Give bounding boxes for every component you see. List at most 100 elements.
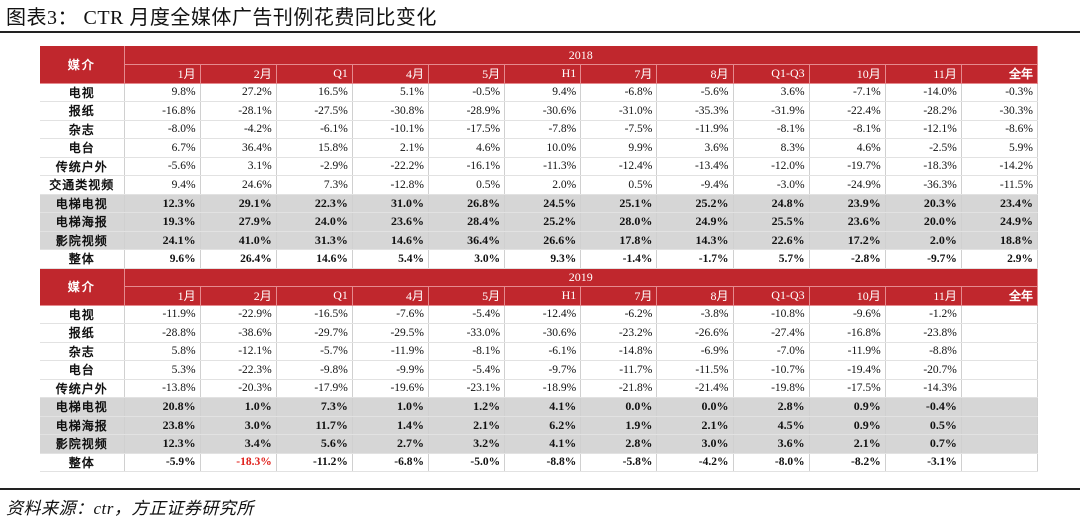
value-cell: -8.2% xyxy=(809,453,886,472)
table-row: 报纸 -28.8% -38.6% -29.7% -29.5% -33.0% -30.6% -2… xyxy=(40,323,1039,343)
table-row: 传统户外 -5.6% 3.1% -2.9% -22.2% -16.1% -11.3% -12.… xyxy=(40,157,1039,176)
value-cell xyxy=(961,360,1039,380)
value-cell: -6.9% xyxy=(656,342,734,361)
value-cell: -8.1% xyxy=(428,342,506,361)
media-name: 报纸 xyxy=(40,101,125,121)
value-cell: 5.6% xyxy=(276,434,353,454)
table-row: 影院视频 12.3% 3.4% 5.6% 2.7% 3.2% 4.1% 2.8% 3.0% 3.6… xyxy=(40,434,1039,454)
value-cell xyxy=(961,453,1039,472)
media-name: 电视 xyxy=(40,305,125,324)
value-cell: 5.4% xyxy=(352,249,430,269)
value-cell: 24.9% xyxy=(656,212,734,232)
value-cell: -29.7% xyxy=(276,323,353,343)
value-cell: 3.0% xyxy=(200,416,277,435)
value-cell: -4.2% xyxy=(200,120,277,139)
value-cell: -16.1% xyxy=(428,157,506,176)
value-cell: -9.9% xyxy=(352,360,430,380)
value-cell: 5.8% xyxy=(124,342,201,361)
value-cell: 27.9% xyxy=(200,212,277,232)
value-cell: 20.8% xyxy=(124,397,201,417)
value-cell: -30.6% xyxy=(504,101,582,121)
value-cell: -31.0% xyxy=(580,101,658,121)
column-header: Q1 xyxy=(276,286,353,306)
figure-title: 图表3： CTR 月度全媒体广告刊例花费同比变化 xyxy=(6,7,437,29)
media-name: 传统户外 xyxy=(40,379,125,398)
value-cell: 17.8% xyxy=(580,231,658,250)
value-cell: -35.3% xyxy=(656,101,734,121)
value-cell: -6.1% xyxy=(504,342,582,361)
value-cell: -12.4% xyxy=(580,157,658,176)
value-cell: -2.8% xyxy=(809,249,886,269)
value-cell: -28.8% xyxy=(124,323,201,343)
value-cell: -10.1% xyxy=(352,120,430,139)
column-header: 4月 xyxy=(352,286,430,306)
column-header: 全年 xyxy=(961,64,1039,84)
value-cell: 7.3% xyxy=(276,175,353,195)
value-cell: -3.8% xyxy=(656,305,734,324)
column-header: 2月 xyxy=(200,286,277,306)
media-header: 媒介 xyxy=(40,46,125,84)
column-header: 11月 xyxy=(885,64,962,84)
value-cell: -8.0% xyxy=(124,120,201,139)
column-header: 7月 xyxy=(580,286,658,306)
value-cell: -22.3% xyxy=(200,360,277,380)
column-header: 10月 xyxy=(809,64,886,84)
value-cell: 25.1% xyxy=(580,194,658,213)
media-name: 整体 xyxy=(40,249,125,269)
value-cell: 41.0% xyxy=(200,231,277,250)
value-cell: -11.5% xyxy=(656,360,734,380)
media-name: 传统户外 xyxy=(40,157,125,176)
column-header: 8月 xyxy=(656,286,734,306)
value-cell: -33.0% xyxy=(428,323,506,343)
column-header: Q1-Q3 xyxy=(733,64,810,84)
value-cell: -30.3% xyxy=(961,101,1039,121)
value-cell: 9.3% xyxy=(504,249,582,269)
value-cell: -8.1% xyxy=(809,120,886,139)
value-cell: 17.2% xyxy=(809,231,886,250)
column-header: 1月 xyxy=(124,64,201,84)
value-cell: 6.2% xyxy=(504,416,582,435)
value-cell xyxy=(961,305,1039,324)
value-cell: 1.2% xyxy=(428,397,506,417)
table-row: 整体 -5.9% -18.3% -11.2% -6.8% -5.0% -8.8% -5.8% -… xyxy=(40,453,1039,472)
column-header: 全年 xyxy=(961,286,1039,306)
value-cell: -23.2% xyxy=(580,323,658,343)
source-note: 资料来源：ctr，方正证券研究所 xyxy=(0,488,1080,522)
value-cell: 9.9% xyxy=(580,138,658,158)
value-cell: 25.5% xyxy=(733,212,810,232)
value-cell: 3.6% xyxy=(733,83,810,102)
value-cell: -7.0% xyxy=(733,342,810,361)
value-cell: -5.4% xyxy=(428,305,506,324)
value-cell: -16.8% xyxy=(809,323,886,343)
value-cell: 31.3% xyxy=(276,231,353,250)
value-cell: -0.4% xyxy=(885,397,962,417)
media-name: 交通类视频 xyxy=(40,175,125,195)
table-row: 杂志 -8.0% -4.2% -6.1% -10.1% -17.5% -7.8% -7.5% -… xyxy=(40,120,1039,139)
value-cell: 0.7% xyxy=(885,434,962,454)
value-cell: -9.6% xyxy=(809,305,886,324)
media-name: 电梯电视 xyxy=(40,194,125,213)
value-cell: -5.6% xyxy=(124,157,201,176)
value-cell: -7.8% xyxy=(504,120,582,139)
value-cell: -11.2% xyxy=(276,453,353,472)
value-cell: 0.9% xyxy=(809,397,886,417)
value-cell: -28.9% xyxy=(428,101,506,121)
value-cell: 2.8% xyxy=(580,434,658,454)
column-header: 5月 xyxy=(428,64,506,84)
column-header: H1 xyxy=(504,64,582,84)
value-cell: 2.1% xyxy=(809,434,886,454)
media-name: 杂志 xyxy=(40,342,125,361)
value-cell: -8.1% xyxy=(733,120,810,139)
value-cell: 28.4% xyxy=(428,212,506,232)
value-cell: -11.7% xyxy=(580,360,658,380)
value-cell: -14.2% xyxy=(961,157,1039,176)
value-cell: -9.8% xyxy=(276,360,353,380)
value-cell: 3.0% xyxy=(428,249,506,269)
value-cell: -19.7% xyxy=(809,157,886,176)
value-cell: -8.8% xyxy=(504,453,582,472)
value-cell: 12.3% xyxy=(124,194,201,213)
value-cell: 26.4% xyxy=(200,249,277,269)
value-cell: 7.3% xyxy=(276,397,353,417)
value-cell xyxy=(961,434,1039,454)
value-cell: -0.3% xyxy=(961,83,1039,102)
